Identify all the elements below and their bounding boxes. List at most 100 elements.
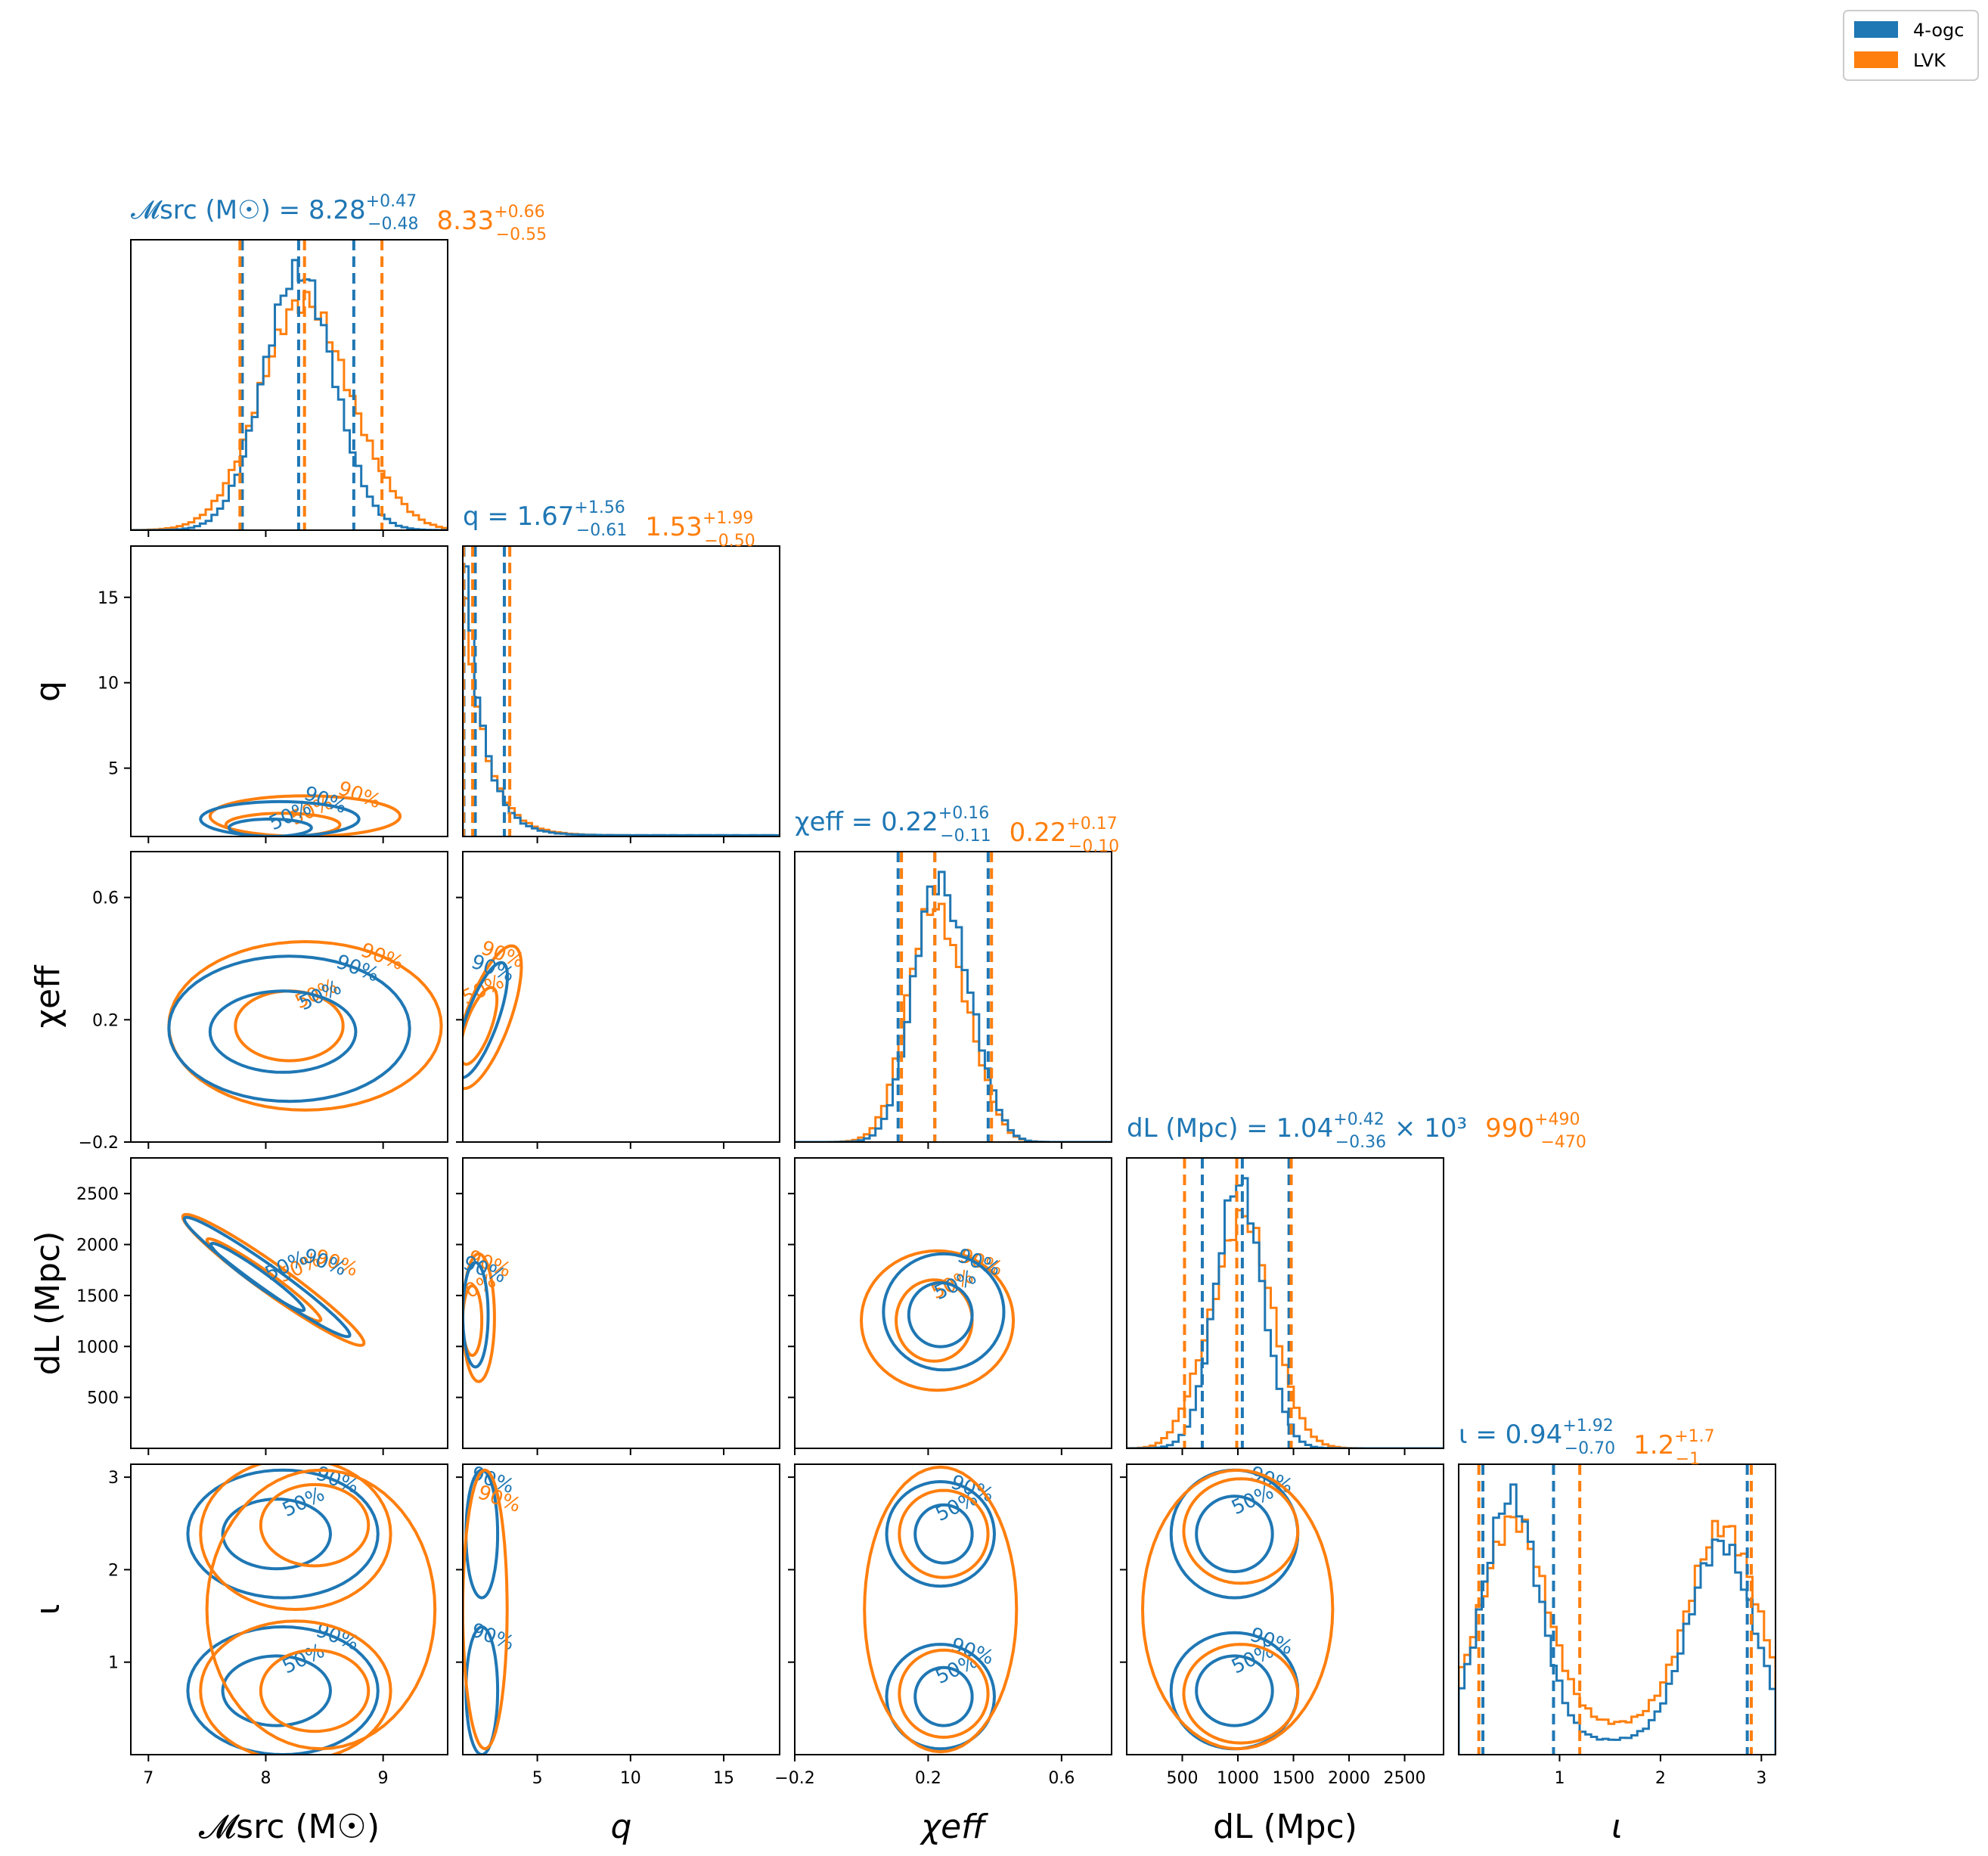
y-tick-label: 1 [108,1654,119,1673]
panel-contents: 90%50%90%50% [167,939,443,1112]
panel-frame [1126,1463,1444,1755]
contour-ogc-50 [907,1281,974,1349]
panel-contents [131,240,448,530]
panel-frame [130,545,448,837]
panel-dl-q: 90%50%90% [456,1157,780,1455]
x-tick-label: −0.2 [774,1769,814,1788]
y-axis-label-q: q [29,681,67,702]
panel-frame [130,1463,448,1755]
contour-ogc-50 [1195,1654,1274,1727]
legend-label-1: LVK [1913,50,1946,71]
contour-ogc-50 [221,1654,333,1727]
contour-lvk-90 [463,1252,496,1383]
panel-dl-dl [1126,1157,1444,1455]
histogram-ogc-mc [131,259,448,530]
panel-chi-mc: 90%50%90%50% −0.2 0.2 0.6 [79,851,448,1153]
contour-lvk-50 [898,1488,990,1579]
contour-ogc-90 [1169,1468,1300,1600]
contour-lvk-90 [205,1468,437,1751]
contour-ogc-90 [463,961,510,1079]
panel-frame [794,851,1112,1143]
contour-ogc-50 [209,1241,306,1312]
contour-lvk-50 [898,1648,990,1740]
contour-label: 90% [475,1481,524,1517]
contour-lvk-50 [259,1648,371,1733]
panel-frame [794,1157,1112,1449]
legend-swatch-0 [1854,21,1898,38]
panel-title-dl: dL (Mpc) = 1.04+0.42 −0.36 × 10³ 990+490 −4… [1127,1110,1586,1152]
x-tick-label: 2 [1655,1769,1666,1788]
x-tick-label: 15 [713,1769,734,1788]
y-tick-label: 500 [87,1389,119,1408]
panel-frame [1458,1463,1776,1755]
contour-lvk-50 [259,1482,371,1568]
histogram-lvk-mc [131,290,448,530]
panel-chi-q: 90%50%90% [456,851,780,1149]
panel-dl-chi: 90%50%90%50% [788,1157,1112,1455]
contour-lvk-50 [463,985,499,1066]
panel-contents: 90%50%90%50% [199,777,402,836]
contour-lvk-50 [463,1283,484,1358]
contour-ogc-50 [913,1665,974,1727]
contour-ogc-90 [186,1468,380,1600]
contour-lvk-50 [1182,1643,1300,1745]
contour-ogc-90 [885,1479,997,1588]
x-tick-label: 9 [378,1769,389,1788]
x-tick-label: 2000 [1328,1769,1370,1788]
x-tick-label: 0.2 [915,1769,941,1788]
panel-contents: 90%90%50%50% [863,1465,1019,1754]
histogram-ogc-chi [795,871,1112,1142]
legend: 4-ogc LVK [1843,10,1979,81]
histogram-ogc-dl [1127,1177,1444,1448]
panel-frame [130,1157,448,1449]
y-tick-label: 1500 [76,1287,119,1306]
contour-lvk-90 [199,1464,392,1612]
panel-contents [1459,1464,1776,1755]
x-tick-label: 2500 [1384,1769,1426,1788]
contour-lvk-90 [463,1468,509,1751]
x-axis-label-chi: χeff [920,1808,988,1846]
panel-chi-chi [794,851,1112,1149]
panel-q-q [462,545,780,843]
panel-contents: 90%90%50%50% [1140,1464,1335,1751]
y-tick-label: 3 [108,1469,119,1488]
panel-title-mc: 𝓜src (M☉) = 8.28+0.47 −0.48 8.33+0.66 −0.55 [131,192,547,244]
contour-lvk-90 [1140,1468,1335,1751]
panel-inc-dl: 90%90%50%50% 500 1000 1500 2000 2500 [1120,1463,1444,1788]
contour-ogc-90 [167,954,411,1103]
contour-lvk-90 [863,1465,1019,1754]
y-tick-label: 0.6 [92,889,119,908]
panel-contents [1127,1158,1444,1448]
contour-ogc-90 [199,799,361,836]
y-axis-label-chi: χeff [29,964,67,1028]
panel-frame [462,545,780,837]
y-tick-label: 2 [108,1561,119,1580]
panel-inc-mc: 90%50%90%50% 7 8 9 1 2 3 [108,1463,448,1788]
x-axis-label-dl: dL (Mpc) [1213,1808,1357,1846]
x-axis-label-inc: ι [1611,1808,1623,1846]
panel-contents [795,852,1112,1142]
y-tick-label: −0.2 [79,1134,119,1153]
panel-mc-mc [130,239,448,537]
x-tick-label: 8 [260,1769,271,1788]
contour-ogc-50 [1195,1494,1274,1574]
contour-ogc-50 [227,818,313,836]
x-tick-label: 1500 [1273,1769,1315,1788]
contour-ogc-90 [882,1252,1006,1372]
contour-ogc-50 [208,989,358,1074]
y-tick-label: 2500 [76,1185,119,1204]
panel-inc-q: 90%90%90% 5 10 15 [456,1463,780,1788]
panel-q-mc: 90%50%90%50% 5 10 15 [98,545,448,843]
contour-ogc-50 [913,1503,974,1565]
x-axis-label-mc: 𝓜src (M☉) [199,1808,380,1846]
panel-title-q: q = 1.67+1.56 −0.61 1.53+1.99 −0.50 [463,498,755,551]
panel-frame [1126,1157,1444,1449]
panel-frame [462,1157,780,1449]
panel-contents: 90%50%90%50% [181,1212,366,1347]
y-tick-label: 15 [98,589,119,608]
contour-lvk-90 [208,794,402,836]
legend-label-0: 4-ogc [1913,20,1965,41]
x-tick-label: 3 [1756,1769,1766,1788]
